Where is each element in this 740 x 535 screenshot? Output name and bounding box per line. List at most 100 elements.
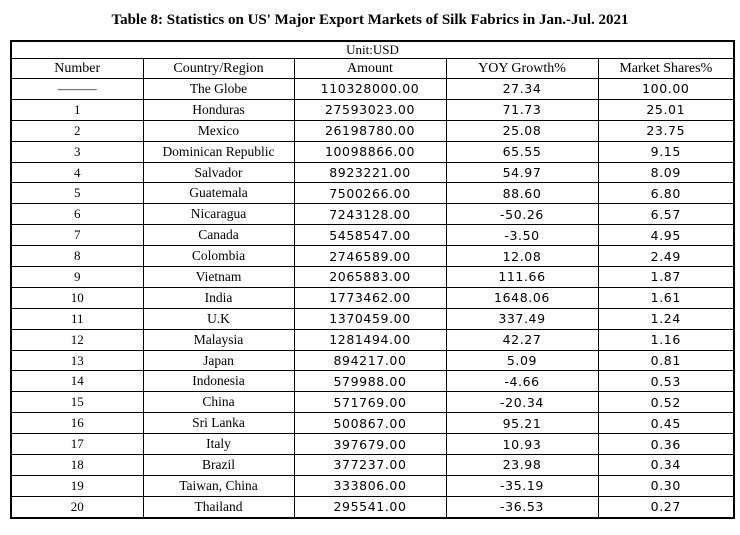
cell-yoy: -35.19	[445, 474, 599, 497]
cell-share: 25.01	[597, 98, 735, 121]
table-header-row: Number Country/Region Amount YOY Growth%…	[10, 58, 735, 79]
cell-share: 0.34	[597, 454, 735, 476]
cell-number: 16	[10, 412, 144, 435]
col-header-amount: Amount	[293, 58, 447, 79]
cell-country: Brazil	[142, 454, 295, 476]
cell-number: 6	[10, 203, 144, 226]
cell-yoy: 1648.06	[445, 286, 599, 309]
cell-amount: 295541.00	[293, 495, 447, 519]
table-row: 19 Taiwan, China 333806.00 -35.19 0.30	[10, 474, 735, 497]
table-row: 8 Colombia 2746589.00 12.08 2.49	[10, 245, 735, 268]
page: Table 8: Statistics on US' Major Export …	[10, 12, 736, 519]
cell-number: 15	[10, 391, 144, 414]
cell-country: Taiwan, China	[142, 474, 295, 497]
cell-country: Malaysia	[142, 328, 295, 351]
cell-yoy: 71.73	[445, 98, 599, 121]
cell-yoy: 111.66	[445, 266, 599, 288]
cell-share: 0.81	[597, 349, 735, 372]
cell-share: 100.00	[597, 78, 735, 100]
cell-country: The Globe	[142, 78, 295, 100]
cell-share: 0.30	[597, 474, 735, 497]
cell-amount: 894217.00	[293, 349, 447, 372]
cell-yoy: 65.55	[445, 140, 599, 163]
cell-share: 8.09	[597, 161, 735, 184]
table-row: 12 Malaysia 1281494.00 42.27 1.16	[10, 328, 735, 351]
cell-amount: 377237.00	[293, 454, 447, 476]
table-row: 13 Japan 894217.00 5.09 0.81	[10, 349, 735, 372]
cell-yoy: -20.34	[445, 391, 599, 414]
cell-amount: 8923221.00	[293, 161, 447, 184]
cell-share: 0.27	[597, 495, 735, 519]
cell-amount: 2746589.00	[293, 245, 447, 268]
cell-number: 13	[10, 349, 144, 372]
cell-number: 8	[10, 245, 144, 268]
cell-share: 1.24	[597, 307, 735, 330]
table-row: 18 Brazil 377237.00 23.98 0.34	[10, 454, 735, 476]
cell-number: 4	[10, 161, 144, 184]
cell-share: 6.57	[597, 203, 735, 226]
cell-yoy: -3.50	[445, 224, 599, 247]
cell-share: 4.95	[597, 224, 735, 247]
cell-amount: 333806.00	[293, 474, 447, 497]
cell-number: 3	[10, 140, 144, 163]
cell-amount: 397679.00	[293, 433, 447, 456]
cell-share: 1.61	[597, 286, 735, 309]
cell-yoy: -36.53	[445, 495, 599, 519]
cell-share: 9.15	[597, 140, 735, 163]
cell-yoy: -4.66	[445, 370, 599, 393]
table-row: 14 Indonesia 579988.00 -4.66 0.53	[10, 370, 735, 393]
cell-amount: 10098866.00	[293, 140, 447, 163]
cell-country: Vietnam	[142, 266, 295, 288]
cell-number: ———	[10, 78, 144, 100]
table-row: 11 U.K 1370459.00 337.49 1.24	[10, 307, 735, 330]
cell-amount: 27593023.00	[293, 98, 447, 121]
cell-yoy: 27.34	[445, 78, 599, 100]
cell-yoy: 25.08	[445, 119, 599, 142]
cell-share: 0.45	[597, 412, 735, 435]
cell-number: 12	[10, 328, 144, 351]
col-header-market-shares: Market Shares%	[597, 58, 735, 79]
table-row: 3 Dominican Republic 10098866.00 65.55 9.15	[10, 140, 735, 163]
export-markets-table: Unit:USD Number Country/Region Amount YO…	[10, 40, 736, 519]
cell-country: Dominican Republic	[142, 140, 295, 163]
cell-number: 10	[10, 286, 144, 309]
table-row: 16 Sri Lanka 500867.00 95.21 0.45	[10, 412, 735, 435]
cell-country: Guatemala	[142, 182, 295, 205]
cell-share: 6.80	[597, 182, 735, 205]
cell-country: Italy	[142, 433, 295, 456]
cell-amount: 7243128.00	[293, 203, 447, 226]
table-row: 10 India 1773462.00 1648.06 1.61	[10, 286, 735, 309]
table-row: 15 China 571769.00 -20.34 0.52	[10, 391, 735, 414]
cell-amount: 1281494.00	[293, 328, 447, 351]
cell-share: 23.75	[597, 119, 735, 142]
cell-amount: 26198780.00	[293, 119, 447, 142]
cell-amount: 7500266.00	[293, 182, 447, 205]
table-row: 20 Thailand 295541.00 -36.53 0.27	[10, 495, 735, 519]
cell-number: 20	[10, 495, 144, 519]
cell-yoy: 88.60	[445, 182, 599, 205]
cell-amount: 500867.00	[293, 412, 447, 435]
cell-country: Salvador	[142, 161, 295, 184]
col-header-country-region: Country/Region	[142, 58, 295, 79]
cell-number: 19	[10, 474, 144, 497]
cell-country: Indonesia	[142, 370, 295, 393]
cell-amount: 571769.00	[293, 391, 447, 414]
cell-country: U.K	[142, 307, 295, 330]
table-row: 2 Mexico 26198780.00 25.08 23.75	[10, 119, 735, 142]
cell-share: 0.52	[597, 391, 735, 414]
cell-country: Canada	[142, 224, 295, 247]
cell-number: 7	[10, 224, 144, 247]
table-row: 1 Honduras 27593023.00 71.73 25.01	[10, 98, 735, 121]
cell-country: Mexico	[142, 119, 295, 142]
cell-country: Colombia	[142, 245, 295, 268]
cell-country: Honduras	[142, 98, 295, 121]
cell-yoy: 10.93	[445, 433, 599, 456]
cell-yoy: 23.98	[445, 454, 599, 476]
cell-number: 11	[10, 307, 144, 330]
table-row: 9 Vietnam 2065883.00 111.66 1.87	[10, 266, 735, 288]
cell-amount: 2065883.00	[293, 266, 447, 288]
col-header-number: Number	[10, 58, 144, 79]
cell-amount: 110328000.00	[293, 78, 447, 100]
table-row: 6 Nicaragua 7243128.00 -50.26 6.57	[10, 203, 735, 226]
cell-country: Nicaragua	[142, 203, 295, 226]
